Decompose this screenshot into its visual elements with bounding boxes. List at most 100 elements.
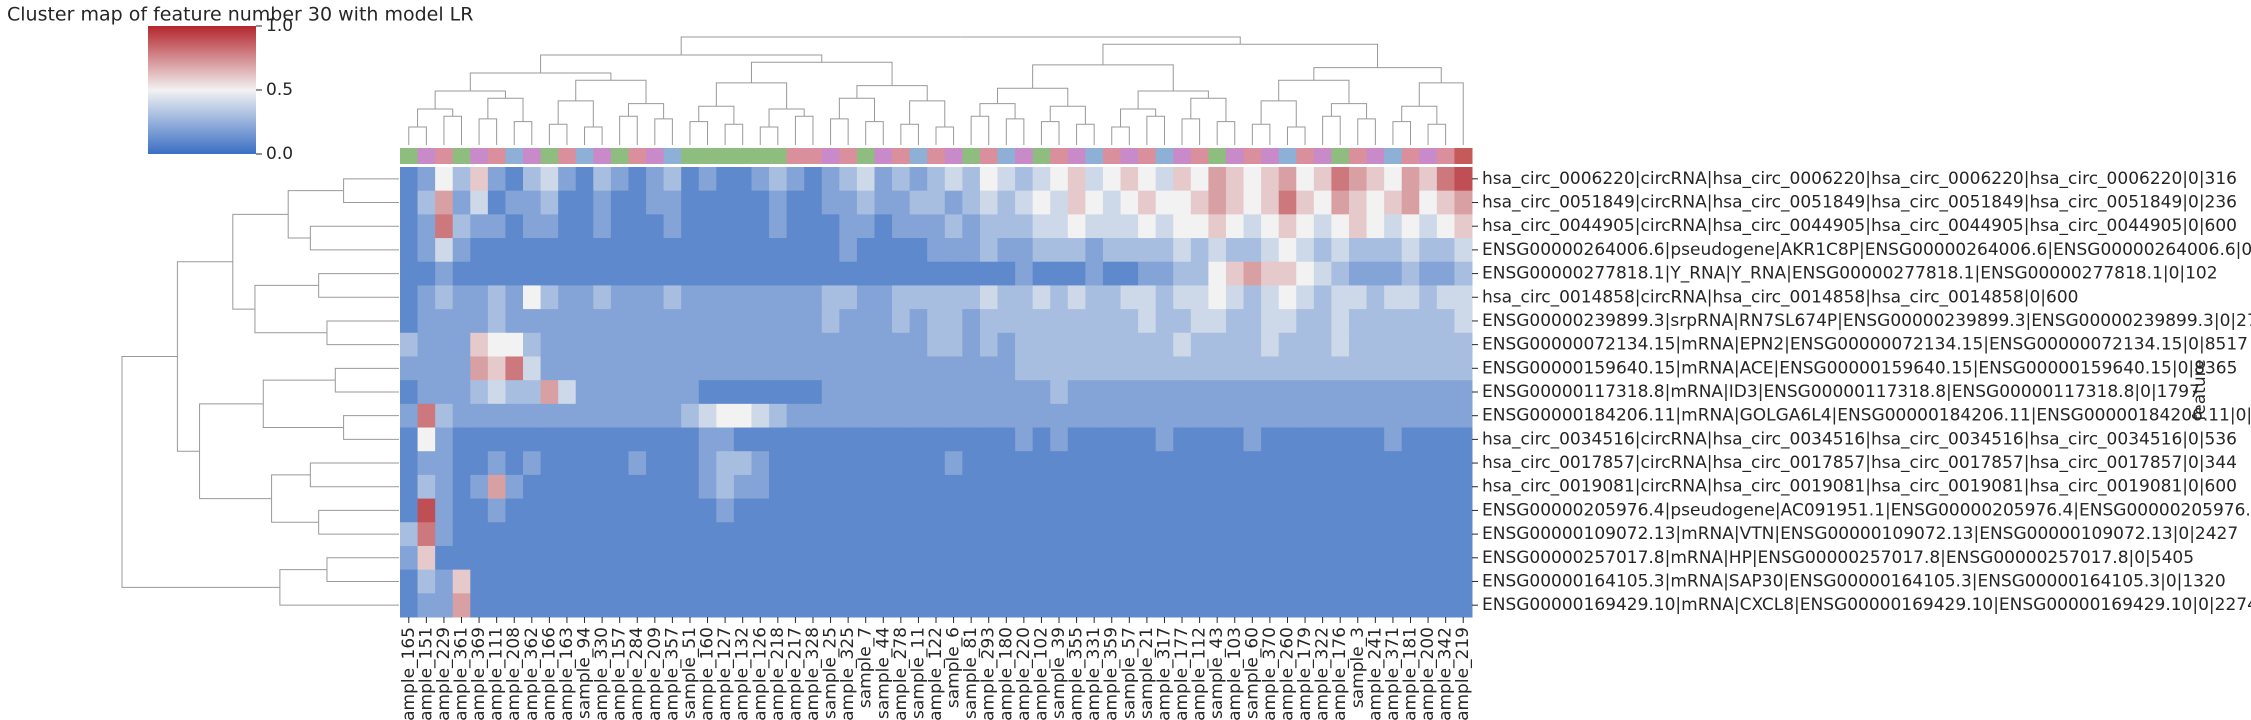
heatmap-cell (646, 332, 665, 357)
heatmap-cell (1331, 569, 1350, 594)
heatmap-cell (452, 403, 471, 429)
heatmap-cell (487, 190, 506, 215)
column-color (1454, 148, 1473, 164)
heatmap-cell (698, 238, 717, 263)
heatmap-cell (751, 522, 770, 547)
heatmap-cell (909, 522, 928, 547)
heatmap-cell (1120, 474, 1139, 500)
heatmap-cell (1085, 593, 1104, 618)
heatmap-cell (1032, 238, 1051, 263)
column-color (487, 148, 506, 164)
heatmap-cell (751, 498, 770, 523)
heatmap-cell (944, 285, 963, 310)
heatmap-cell (927, 167, 946, 192)
heatmap-cell (610, 545, 629, 571)
x-tick-label: sample_355 (1067, 627, 1087, 720)
heatmap-cell (892, 380, 911, 405)
column-color (628, 148, 647, 164)
column-dendrogram (1190, 118, 1201, 145)
column-dendrogram (733, 123, 744, 145)
row-dendrogram (271, 498, 319, 523)
heatmap-cell (698, 261, 717, 286)
heatmap-cell (575, 522, 594, 547)
heatmap-cell (733, 403, 752, 429)
heatmap-cell (417, 380, 436, 405)
column-dendrogram (1225, 121, 1236, 145)
heatmap-cell (1015, 285, 1034, 310)
heatmap-cell (1155, 451, 1174, 476)
heatmap-cell (1313, 285, 1332, 310)
heatmap-cell (523, 167, 542, 192)
heatmap-cell (681, 569, 700, 594)
heatmap-cell (1313, 261, 1332, 286)
heatmap-cell (944, 498, 963, 523)
column-color (1225, 148, 1245, 164)
heatmap-cell (1208, 498, 1227, 523)
heatmap-cell (646, 167, 665, 192)
heatmap-cell (540, 545, 559, 571)
heatmap-cell (1261, 332, 1280, 357)
heatmap-cell (1454, 451, 1473, 476)
heatmap-cell (505, 309, 524, 334)
x-tick-label: sample_342 (1436, 627, 1456, 720)
heatmap-cell (1190, 261, 1209, 286)
heatmap-cell (909, 285, 928, 310)
heatmap-cell (1208, 190, 1227, 215)
column-dendrogram (1377, 67, 1442, 83)
column-dendrogram (1173, 90, 1209, 99)
heatmap-cell (1015, 569, 1034, 594)
heatmap-cell (1454, 332, 1473, 357)
heatmap-cell (1454, 522, 1473, 547)
heatmap-cell (1419, 569, 1438, 594)
heatmap-cell (856, 190, 875, 215)
heatmap-cell (909, 427, 928, 452)
heatmap-cell (1436, 356, 1455, 381)
heatmap-cell (1102, 190, 1122, 215)
heatmap-cell (874, 332, 893, 357)
heatmap-cell (821, 238, 840, 263)
heatmap-cell (839, 380, 858, 405)
heatmap-cell (470, 403, 489, 429)
heatmap-cell (944, 569, 963, 594)
heatmap-cell (540, 403, 559, 429)
heatmap-cell (1015, 309, 1034, 334)
heatmap-cell (1401, 498, 1420, 523)
heatmap-cell (1225, 285, 1245, 310)
heatmap-cell (1243, 190, 1262, 215)
heatmap-cell (1155, 285, 1174, 310)
heatmap-cell (628, 167, 647, 192)
heatmap-cell (786, 593, 805, 618)
heatmap-cell (610, 309, 629, 334)
column-dendrogram (892, 85, 928, 101)
heatmap-cell (417, 451, 436, 476)
x-tick-label: sample_44 (873, 627, 893, 719)
heatmap-cell (593, 522, 612, 547)
heatmap-cell (663, 190, 682, 215)
heatmap-cell (769, 190, 788, 215)
heatmap-cell (523, 427, 542, 452)
heatmap-cell (487, 522, 506, 547)
heatmap-cell (979, 356, 999, 381)
heatmap-cell (1278, 238, 1297, 263)
heatmap-cell (646, 380, 665, 405)
heatmap-cell (1067, 309, 1086, 334)
heatmap-cell (470, 451, 489, 476)
heatmap-cell (505, 238, 524, 263)
heatmap-cell (1067, 545, 1086, 571)
column-color (821, 148, 840, 164)
heatmap-cell (1454, 261, 1473, 286)
y-tick-label: ENSG00000277818.1|Y_RNA|Y_RNA|ENSG000002… (1482, 264, 2218, 284)
heatmap-cell (927, 380, 946, 405)
heatmap-cell (874, 427, 893, 452)
heatmap-cell (1155, 498, 1174, 523)
heatmap-cell (1102, 522, 1122, 547)
heatmap-cell (1366, 356, 1385, 381)
row-dendrogram (262, 379, 336, 404)
heatmap-cell (821, 498, 840, 523)
column-dendrogram (584, 126, 594, 145)
heatmap-cell (1401, 238, 1420, 263)
column-dendrogram (1260, 100, 1279, 125)
column-dendrogram (417, 126, 427, 145)
heatmap-cell (1401, 403, 1420, 429)
